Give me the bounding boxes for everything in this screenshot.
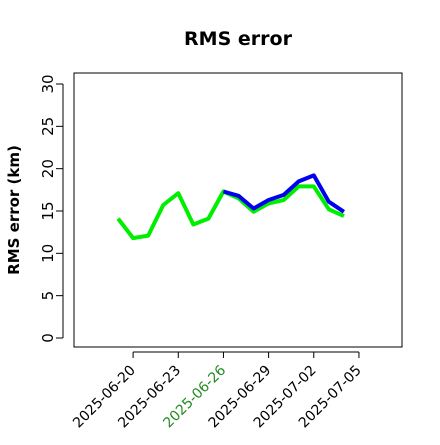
y-axis-label: RMS error (km)	[5, 145, 23, 275]
series-layer	[116, 173, 346, 241]
y-tick-label: 0	[39, 333, 57, 343]
y-tick-label: 5	[39, 291, 57, 301]
chart-title: RMS error	[184, 28, 293, 50]
y-tick-label: 30	[39, 74, 57, 93]
y-axis: 0 5 10 15 20 25 30	[39, 74, 64, 343]
y-tick-label: 10	[39, 244, 57, 263]
series-line-1	[222, 173, 346, 214]
y-tick-label: 25	[39, 117, 57, 136]
x-axis: 2025-06-202025-06-232025-06-262025-06-29…	[70, 351, 365, 431]
y-tick-label: 20	[39, 159, 57, 178]
y-tick-label: 15	[39, 201, 57, 220]
plot-frame	[73, 72, 403, 348]
